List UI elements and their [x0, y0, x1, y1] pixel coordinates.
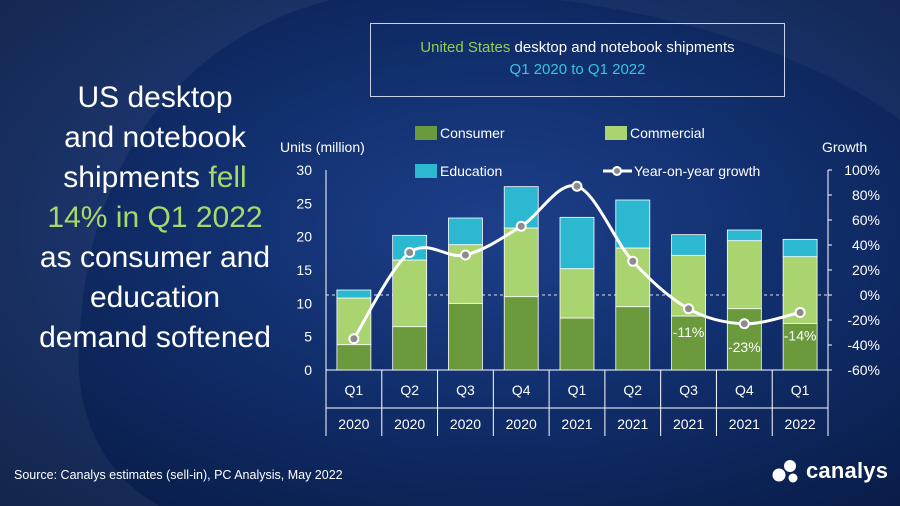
legend-swatch-commercial	[605, 126, 627, 140]
bar-education	[782, 238, 818, 258]
growth-point	[515, 220, 527, 232]
bar-commercial	[392, 259, 428, 328]
y-tick-label: 20	[296, 229, 312, 245]
bar-commercial	[559, 268, 595, 319]
y2-tick-label: 0%	[860, 287, 880, 303]
bar-education	[671, 234, 706, 256]
legend-label-consumer: Consumer	[440, 125, 505, 141]
headline-line: as consumer and	[39, 241, 271, 274]
growth-point	[683, 303, 695, 315]
growth-point	[627, 255, 639, 267]
bar-consumer	[559, 317, 595, 371]
y-tick-label: 0	[304, 362, 312, 378]
y2-axis-title: Growth	[822, 139, 867, 155]
y2-tick-label: 40%	[852, 237, 880, 253]
y2-tick-label: 20%	[852, 262, 880, 278]
bar-education	[559, 216, 595, 270]
headline-line: US desktop	[77, 81, 233, 114]
x-tick-quarter: Q2	[400, 382, 419, 398]
x-tick-quarter: Q3	[456, 382, 475, 398]
chart-subtitle: Q1 2020 to Q1 2022	[509, 61, 646, 78]
legend-label-education: Education	[440, 163, 502, 179]
bar-education	[336, 289, 372, 299]
growth-point	[794, 307, 806, 318]
y2-tick-label: -40%	[847, 337, 880, 353]
x-tick-quarter: Q3	[679, 382, 698, 398]
legend-swatch-consumer	[415, 126, 437, 140]
growth-data-label: -11%	[673, 324, 705, 340]
x-tick-year: 2020	[338, 416, 369, 432]
growth-data-label: -14%	[784, 328, 817, 344]
headline-line: demand softened	[39, 321, 271, 354]
bar-consumer	[615, 306, 651, 371]
bar-consumer	[782, 322, 818, 371]
x-tick-year: 2020	[394, 416, 425, 432]
bar-education	[448, 217, 483, 246]
y2-tick-label: 80%	[852, 187, 880, 203]
bar-consumer	[336, 344, 372, 371]
y-tick-label: 30	[296, 162, 312, 178]
y2-tick-label: -60%	[847, 362, 880, 378]
legend-marker-growth	[612, 166, 622, 176]
growth-point	[459, 249, 471, 261]
canalys-logo-icon	[772, 460, 798, 483]
canalys-logo: canalys	[770, 458, 888, 484]
x-tick-year: 2020	[506, 416, 537, 432]
bar-education	[615, 199, 651, 249]
y-tick-label: 10	[296, 295, 312, 311]
x-tick-year: 2020	[450, 416, 481, 432]
x-tick-year: 2022	[785, 416, 816, 432]
bar-consumer	[448, 302, 483, 371]
x-tick-quarter: Q4	[512, 382, 531, 398]
headline-line: education	[89, 281, 221, 314]
canalys-logo-text: canalys	[806, 458, 889, 483]
x-tick-year: 2021	[673, 416, 704, 432]
chart-title-rest: desktop and notebook shipments	[510, 39, 735, 56]
y2-tick-label: 100%	[844, 162, 880, 178]
y-axis-title: Units (million)	[280, 139, 365, 155]
headline-highlight-line: 14% in Q1 2022	[47, 201, 263, 234]
legend-label-growth: Year-on-year growth	[634, 163, 760, 179]
legend-swatch-education	[415, 164, 437, 178]
x-tick-quarter: Q4	[735, 382, 754, 398]
bar-commercial	[503, 227, 539, 298]
x-tick-quarter: Q1	[345, 382, 364, 398]
x-tick-quarter: Q2	[623, 382, 642, 398]
y-tick-label: 15	[296, 262, 312, 278]
headline-highlight: fell	[208, 161, 247, 194]
bar-consumer	[392, 326, 428, 371]
bar-education	[726, 229, 762, 242]
headline: US desktop and notebook shipments fell 1…	[10, 78, 300, 358]
x-tick-quarter: Q1	[791, 382, 810, 398]
growth-data-label: -23%	[728, 339, 761, 355]
growth-point	[571, 180, 583, 192]
y2-tick-label: 60%	[852, 212, 880, 228]
x-tick-year: 2021	[729, 416, 760, 432]
headline-text: shipments	[63, 161, 209, 194]
growth-point	[404, 247, 416, 258]
x-tick-quarter: Q1	[568, 382, 587, 398]
growth-point	[348, 333, 360, 345]
x-tick-year: 2021	[617, 416, 648, 432]
x-tick-year: 2021	[561, 416, 592, 432]
headline-line: and notebook	[64, 121, 246, 154]
bar-commercial	[726, 240, 762, 310]
y2-tick-label: -20%	[847, 312, 880, 328]
legend-label-commercial: Commercial	[630, 125, 705, 141]
bar-consumer	[671, 315, 706, 371]
chart-title: United States desktop and notebook shipm…	[371, 37, 784, 59]
chart-title-country: United States	[420, 39, 511, 56]
bar-consumer	[503, 296, 539, 371]
chart-title-box: United States desktop and notebook shipm…	[370, 23, 785, 97]
growth-point	[738, 318, 750, 330]
y-tick-label: 5	[304, 329, 312, 345]
headline-line: shipments fell	[10, 158, 300, 198]
y-tick-label: 25	[296, 195, 312, 211]
source-note: Source: Canalys estimates (sell-in), PC …	[14, 468, 343, 482]
